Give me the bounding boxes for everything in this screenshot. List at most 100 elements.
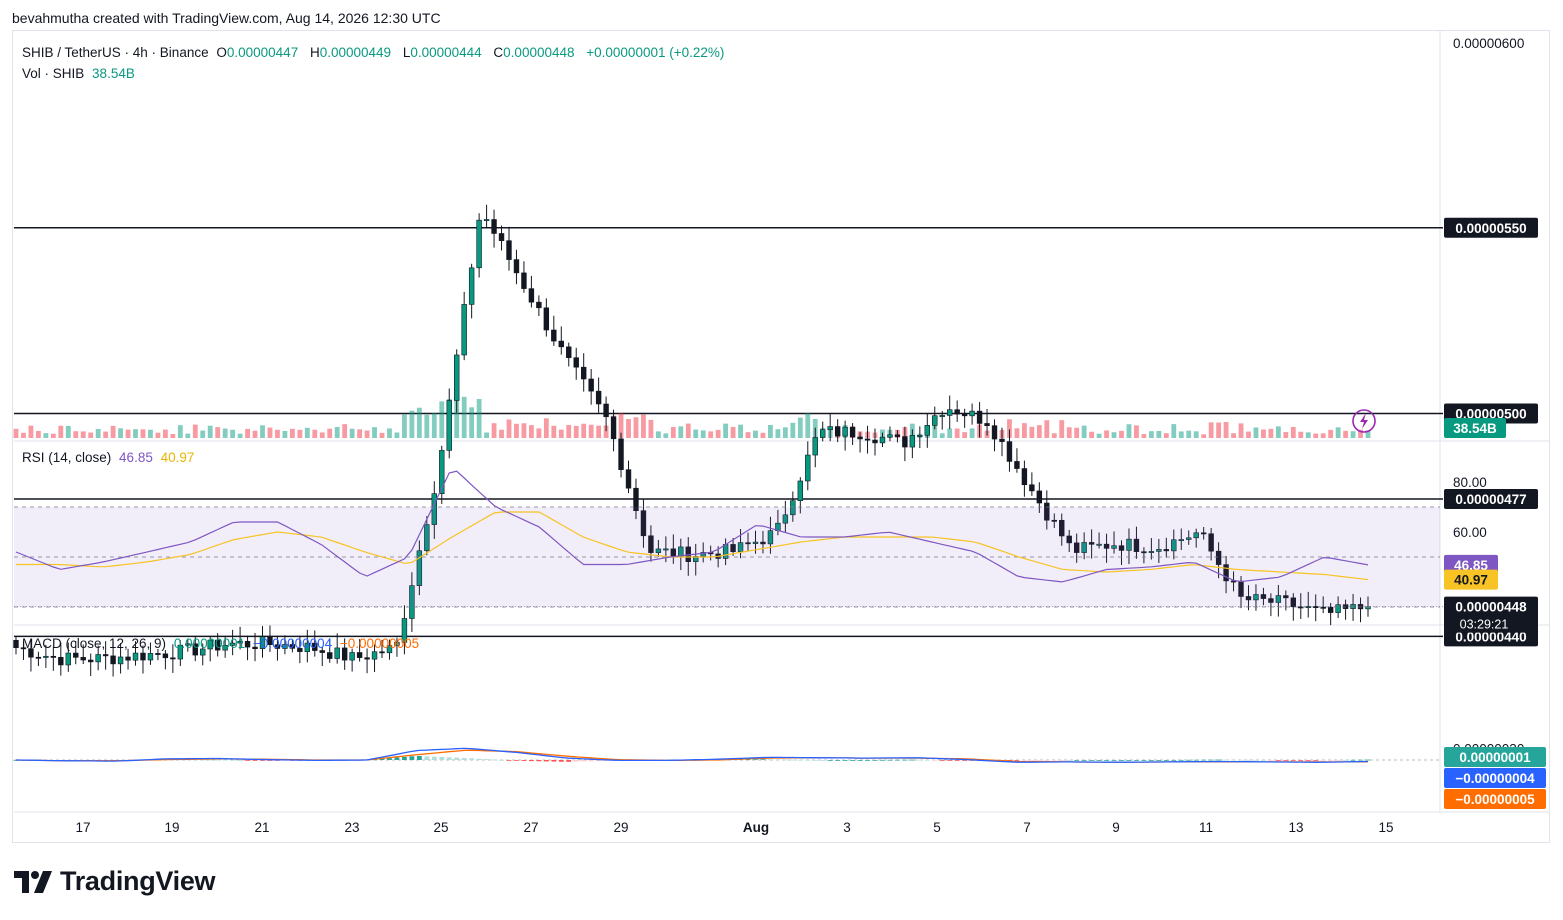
macd-histogram-bar	[1134, 760, 1139, 761]
macd-histogram-bar	[1066, 760, 1072, 761]
candle-body	[13, 639, 19, 648]
volume-bar	[1014, 428, 1020, 438]
candle-body	[842, 426, 848, 437]
macd-histogram-bar	[805, 759, 811, 761]
candle-body	[1178, 539, 1184, 542]
candle-body	[797, 480, 804, 501]
volume-bar	[775, 429, 781, 438]
macd-histogram-bar	[469, 758, 475, 760]
candle-body	[468, 267, 475, 305]
volume-bar	[588, 424, 594, 438]
macd-histogram-bar	[252, 760, 258, 761]
volume-bar	[148, 429, 153, 438]
candle-body	[73, 652, 79, 658]
macd-histogram-bar	[424, 756, 430, 760]
volume-bar	[805, 413, 811, 438]
macd-histogram-bar	[1313, 760, 1319, 761]
candle-body	[812, 437, 818, 456]
macd-histogram-bar	[880, 759, 885, 761]
candle-body	[327, 652, 333, 659]
volume-bar	[1350, 431, 1356, 438]
candle-body	[618, 438, 624, 470]
macd-histogram-bar	[820, 760, 826, 761]
candle-body	[297, 648, 303, 652]
candle-body	[409, 585, 415, 619]
macd-histogram-bar	[753, 759, 758, 761]
volume-bar	[170, 434, 176, 438]
macd-histogram-bar	[461, 757, 467, 760]
volume-bar	[947, 428, 953, 438]
candle-body	[595, 390, 602, 405]
volume-bar	[1081, 425, 1087, 438]
close-value: 0.00000448	[503, 45, 575, 60]
candle-body	[483, 219, 490, 222]
macd-histogram-bar	[402, 756, 407, 760]
candle-body	[1066, 535, 1072, 544]
volume-bar	[753, 430, 758, 438]
candle-body	[371, 651, 378, 660]
macd-histogram-bar	[1275, 760, 1281, 761]
volume-bar	[1328, 429, 1334, 438]
volume-bar	[245, 428, 250, 438]
volume-bar	[1171, 424, 1177, 438]
candle-body	[222, 645, 228, 651]
volume-bar	[1148, 431, 1154, 438]
candle-body	[954, 409, 960, 415]
macd-histogram-bar	[1201, 759, 1207, 761]
volume-bar	[655, 431, 661, 438]
macd-histogram-bar	[1014, 760, 1020, 761]
candle-body	[1103, 543, 1110, 549]
macd-hist-badge-bg	[1444, 747, 1546, 767]
macd-histogram-bar	[1156, 760, 1162, 761]
candle-body	[969, 410, 975, 417]
price-level-label-bg	[1444, 217, 1538, 238]
candle-body	[752, 541, 759, 544]
candle-body	[573, 357, 579, 368]
candle-body	[1141, 551, 1147, 554]
candle-body	[140, 652, 146, 661]
volume-bar	[566, 424, 572, 438]
candle-body	[162, 653, 169, 659]
macd-histogram-bar	[237, 759, 243, 761]
high-value: 0.00000449	[319, 45, 392, 60]
volume-bar	[1335, 427, 1341, 438]
candle-body	[551, 329, 557, 342]
change-value: +0.00000001 (+0.22%)	[586, 45, 725, 60]
macd-histogram-bar	[573, 760, 579, 762]
macd-histogram-bar	[260, 760, 265, 761]
candle-body	[1320, 606, 1326, 609]
volume-bar	[1246, 431, 1251, 438]
volume-bar	[1216, 422, 1222, 438]
macd-histogram-bar	[1081, 760, 1087, 761]
macd-histogram-bar	[245, 760, 250, 761]
candle-body	[588, 378, 594, 392]
macd-histogram-bar	[1021, 760, 1027, 761]
candle-body	[282, 644, 288, 649]
macd-histogram-bar	[409, 756, 415, 760]
macd-histogram-bar	[1036, 760, 1042, 761]
volume-bar	[28, 425, 34, 438]
volume-bar	[282, 430, 288, 438]
volume-bar	[416, 407, 422, 438]
symbol-label[interactable]: SHIB / TetherUS · 4h · Binance	[22, 45, 209, 60]
candle-body	[1298, 606, 1304, 609]
volume-bar	[461, 396, 467, 438]
volume-bar	[715, 429, 721, 438]
tradingview-logo[interactable]: TradingView	[14, 866, 216, 897]
candle-body	[304, 642, 311, 652]
volume-bar	[252, 430, 258, 438]
macd-histogram-bar	[558, 760, 564, 762]
macd-histogram-bar	[1298, 760, 1304, 761]
macd-histogram-bar	[924, 759, 930, 761]
volume-bar	[730, 426, 736, 438]
candle-body	[498, 233, 505, 241]
macd-histogram-bar	[760, 759, 766, 761]
macd-histogram-bar	[850, 760, 855, 761]
candle-body	[760, 541, 766, 545]
macd-histogram-bar	[812, 759, 818, 761]
candle-body	[1208, 533, 1214, 552]
macd-histogram-bar	[842, 760, 848, 761]
volume-bar	[454, 400, 460, 438]
candle-body	[610, 416, 617, 440]
